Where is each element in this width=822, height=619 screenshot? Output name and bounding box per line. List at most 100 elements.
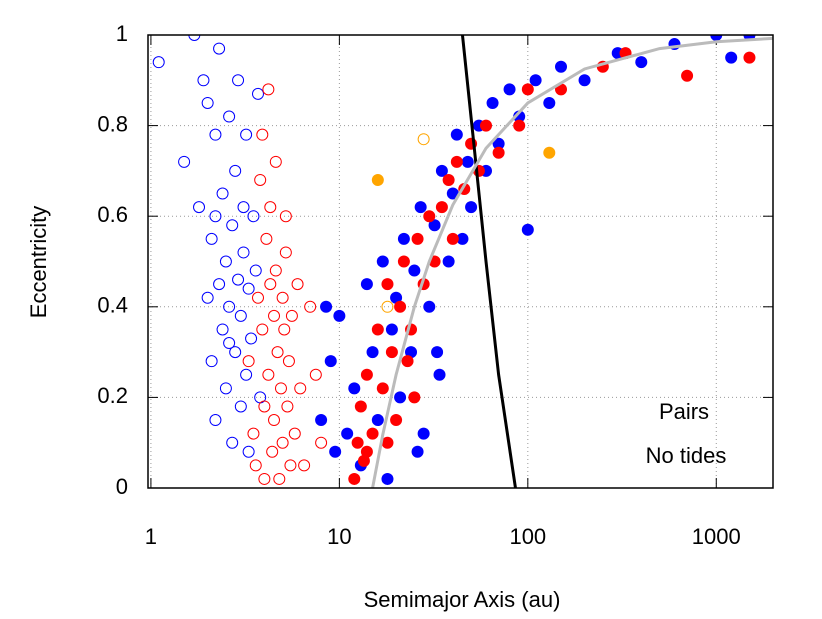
point <box>366 427 379 440</box>
x-axis-label: Semimajor Axis (au) <box>364 587 561 612</box>
point <box>240 128 253 141</box>
point <box>245 332 258 345</box>
point <box>555 60 568 73</box>
point <box>450 155 463 168</box>
point <box>269 155 282 168</box>
point <box>390 291 403 304</box>
y-tick-label: 0.4 <box>97 293 128 318</box>
point <box>262 83 275 96</box>
point <box>258 400 271 413</box>
point <box>213 42 226 55</box>
point <box>268 414 281 427</box>
point <box>394 391 407 404</box>
point <box>408 264 421 277</box>
point <box>442 255 455 268</box>
point <box>234 400 247 413</box>
point <box>348 472 361 485</box>
y-tick-label: 0.6 <box>97 202 128 227</box>
point <box>249 264 262 277</box>
point <box>354 400 367 413</box>
point <box>503 83 516 96</box>
y-tick-label: 0 <box>116 474 128 499</box>
point <box>381 436 394 449</box>
point <box>333 309 346 322</box>
point <box>205 232 218 245</box>
point <box>492 137 505 150</box>
point <box>223 110 236 123</box>
point <box>223 337 236 350</box>
point <box>264 201 277 214</box>
point <box>232 273 245 286</box>
point <box>417 427 430 440</box>
point <box>450 128 463 141</box>
point <box>381 300 394 313</box>
point <box>232 74 245 87</box>
point <box>371 414 384 427</box>
point <box>414 201 427 214</box>
point <box>209 414 222 427</box>
plot-frame <box>147 34 774 489</box>
point <box>390 414 403 427</box>
point <box>357 454 370 467</box>
point <box>279 246 292 259</box>
point <box>266 445 279 458</box>
point <box>371 323 384 336</box>
point <box>274 382 287 395</box>
point <box>285 309 298 322</box>
point <box>219 382 232 395</box>
point <box>381 278 394 291</box>
point <box>264 278 277 291</box>
point <box>324 355 337 368</box>
point <box>216 323 229 336</box>
point <box>371 173 384 186</box>
point <box>431 346 444 359</box>
y-tick-label: 0.8 <box>97 111 128 136</box>
point <box>281 400 294 413</box>
point <box>681 69 694 82</box>
point <box>258 472 271 485</box>
point <box>152 56 165 69</box>
point <box>213 278 226 291</box>
point <box>360 445 373 458</box>
point <box>209 128 222 141</box>
point <box>251 291 264 304</box>
point <box>401 355 414 368</box>
point <box>513 119 526 132</box>
point <box>304 300 317 313</box>
y-tick-label: 0.2 <box>97 383 128 408</box>
point <box>376 382 389 395</box>
point <box>288 427 301 440</box>
point <box>381 472 394 485</box>
point <box>309 368 322 381</box>
point <box>273 472 286 485</box>
point <box>219 255 232 268</box>
point <box>521 223 534 236</box>
point <box>216 187 229 200</box>
point <box>276 436 289 449</box>
point <box>247 210 260 223</box>
point <box>242 282 255 295</box>
point <box>226 219 239 232</box>
point <box>360 368 373 381</box>
point <box>240 368 253 381</box>
point <box>201 96 214 109</box>
point <box>408 391 421 404</box>
point <box>260 232 273 245</box>
point <box>578 74 591 87</box>
point <box>397 255 410 268</box>
point <box>298 459 311 472</box>
point <box>329 445 342 458</box>
point <box>433 368 446 381</box>
annotation: No tides <box>646 443 727 468</box>
point <box>743 51 756 64</box>
point <box>465 201 478 214</box>
point <box>234 309 247 322</box>
point <box>223 300 236 313</box>
point <box>456 232 469 245</box>
point <box>366 346 379 359</box>
curve <box>371 36 773 488</box>
point <box>226 436 239 449</box>
point <box>278 323 291 336</box>
